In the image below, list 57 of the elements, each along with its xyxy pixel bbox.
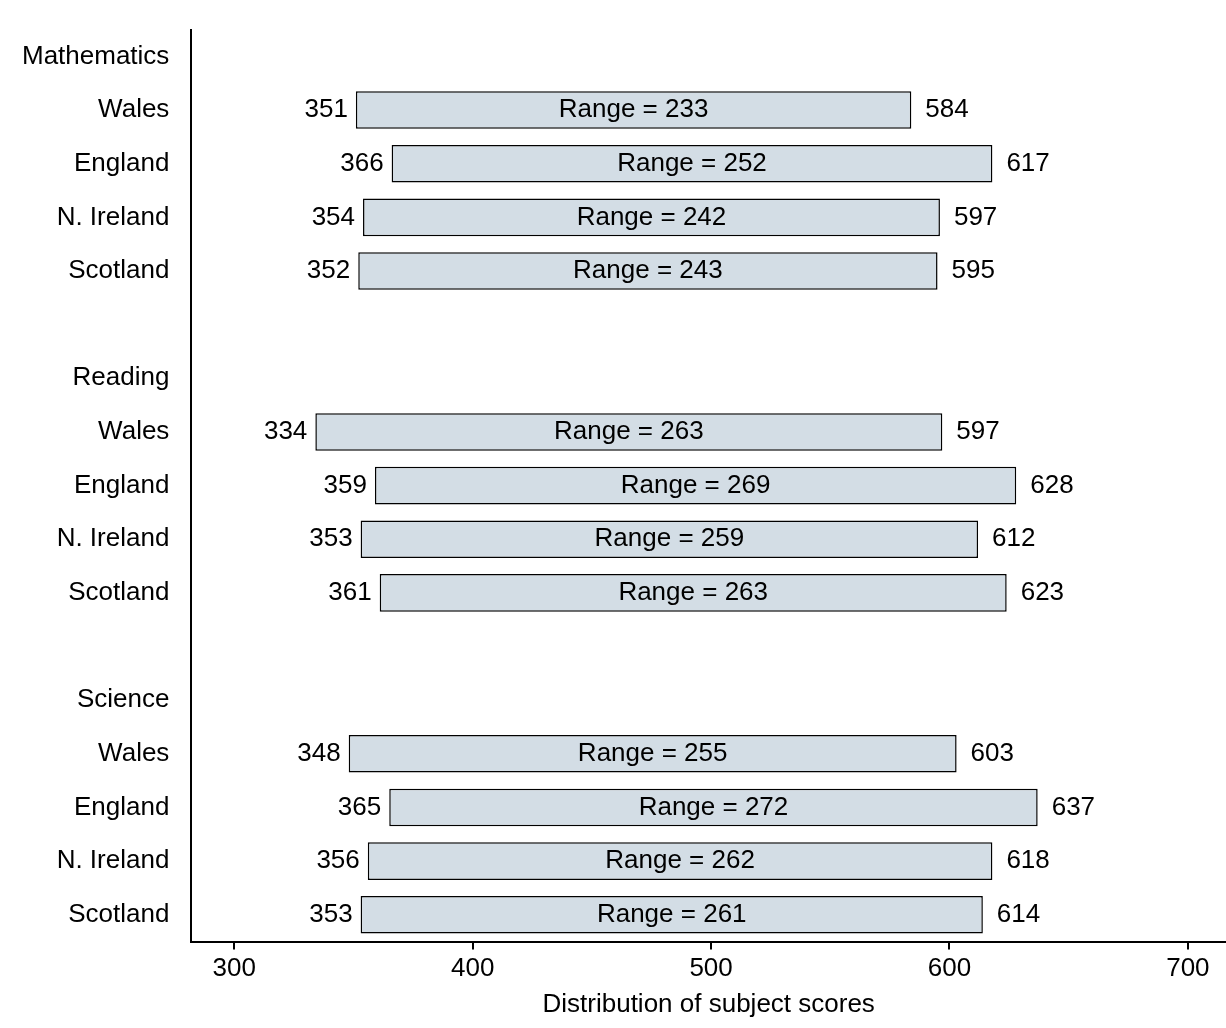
y-tick-label: Scotland — [68, 897, 170, 928]
annotation: 623 — [1020, 576, 1065, 607]
annotation: 361 — [328, 576, 372, 607]
y-tick-label: Reading — [72, 361, 170, 392]
annotation: 353 — [309, 522, 353, 553]
annotation: 597 — [953, 200, 998, 231]
y-tick-label: Mathematics — [21, 39, 170, 70]
y-tick-label: Science — [76, 683, 170, 714]
y-tick-label: N. Ireland — [56, 844, 170, 875]
y-tick-label: England — [73, 790, 170, 821]
y-tick-label: Scotland — [68, 254, 170, 285]
data-label: Range = 261 — [596, 897, 747, 928]
annotation: 584 — [925, 93, 969, 124]
annotation: 356 — [316, 844, 360, 875]
annotation: 617 — [1006, 146, 1050, 177]
y-tick-label: Wales — [98, 415, 170, 446]
annotation: 597 — [956, 415, 1000, 446]
data-label: Range = 263 — [618, 576, 769, 607]
x-tick-label: 500 — [689, 952, 733, 983]
annotation: 359 — [323, 468, 367, 499]
data-label: Range = 263 — [554, 415, 704, 446]
annotation: 595 — [951, 254, 995, 285]
y-tick-label: N. Ireland — [56, 522, 170, 553]
data-label: Range = 269 — [620, 468, 771, 499]
x-tick-label: 600 — [927, 952, 972, 983]
data-label: Range = 242 — [576, 200, 727, 231]
data-label: Range = 233 — [558, 93, 709, 124]
y-tick-label: England — [73, 146, 170, 177]
annotation: 628 — [1030, 468, 1074, 499]
x-tick-label: 400 — [450, 952, 495, 983]
annotation: 354 — [311, 200, 356, 231]
annotation: 353 — [309, 897, 353, 928]
data-label: Range = 272 — [638, 790, 789, 821]
y-tick-label: Wales — [98, 93, 170, 124]
y-tick-label: Wales — [98, 737, 170, 768]
annotation: 637 — [1051, 790, 1096, 821]
data-label: Range = 252 — [617, 146, 767, 177]
annotation: 366 — [340, 146, 384, 177]
y-tick-label: Scotland — [68, 576, 170, 607]
annotation: 334 — [263, 415, 308, 446]
annotation: 348 — [297, 737, 341, 768]
data-label: Range = 259 — [594, 522, 745, 553]
data-label: Range = 255 — [577, 737, 728, 768]
data-label: Range = 262 — [605, 844, 755, 875]
annotation: 603 — [970, 737, 1015, 768]
x-tick-label: 300 — [212, 952, 256, 983]
annotation: 612 — [992, 522, 1036, 553]
annotation: 352 — [306, 254, 351, 285]
annotation: 618 — [1006, 844, 1050, 875]
annotation: 351 — [304, 93, 348, 124]
annotation: 614 — [996, 897, 1041, 928]
annotation: 365 — [337, 790, 382, 821]
y-tick-label: N. Ireland — [56, 200, 170, 231]
y-tick-label: England — [73, 468, 170, 499]
data-label: Range = 243 — [573, 254, 723, 285]
x-tick-label: 700 — [1166, 952, 1210, 983]
x-axis-title: Distribution of subject scores — [542, 987, 875, 1018]
